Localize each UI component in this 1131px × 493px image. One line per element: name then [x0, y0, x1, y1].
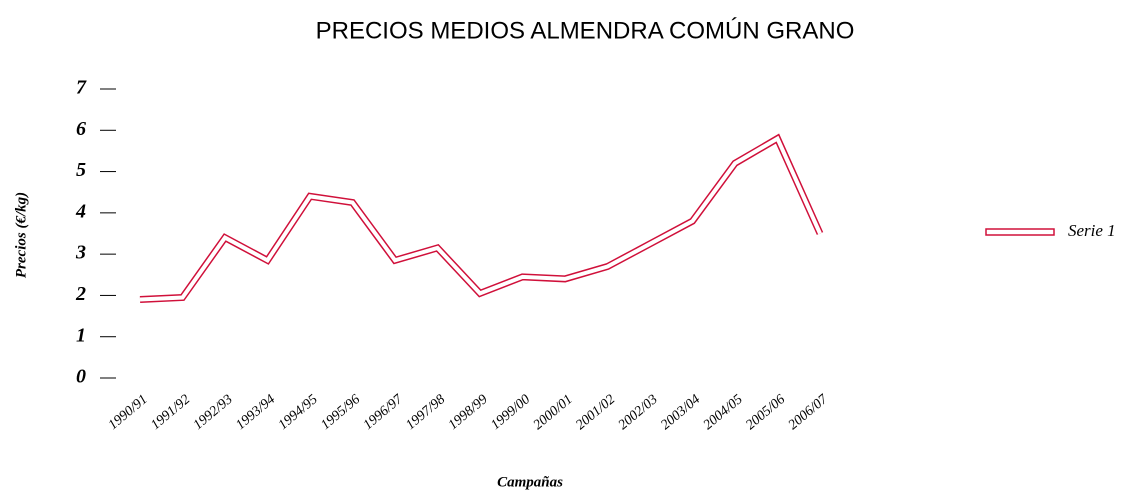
x-tick-label: 2004/05 — [701, 392, 746, 433]
y-tick-label: 3 — [75, 242, 86, 264]
y-tick-label: 1 — [76, 324, 86, 346]
x-tick-label: 2002/03 — [616, 392, 661, 433]
legend-label: Serie 1 — [1068, 221, 1116, 240]
x-tick-label: 1998/99 — [446, 392, 491, 433]
y-tick-label: 4 — [75, 200, 86, 222]
y-tick-label: 5 — [76, 159, 86, 181]
y-tick-label: 6 — [76, 118, 86, 140]
x-tick-label: 2001/02 — [573, 392, 618, 433]
x-tick-label: 1996/97 — [361, 391, 407, 433]
x-tick-label: 1995/96 — [318, 392, 363, 433]
y-tick-label: 0 — [76, 366, 86, 388]
series-line-inner — [139, 135, 822, 302]
chart-title: PRECIOS MEDIOS ALMENDRA COMÚN GRANO — [316, 17, 855, 44]
x-axis-label: Campañas — [497, 474, 563, 490]
x-tick-label: 2006/07 — [786, 391, 832, 433]
y-tick-label: 2 — [75, 283, 86, 305]
x-tick-label: 2000/01 — [531, 392, 576, 433]
y-axis-label: Precios (€/kg) — [13, 192, 29, 278]
x-tick-label: 1997/98 — [403, 392, 448, 433]
x-tick-label: 1990/91 — [106, 392, 151, 433]
legend-swatch — [985, 228, 1055, 236]
x-tick-label: 2005/06 — [743, 392, 788, 433]
x-tick-label: 1993/94 — [233, 392, 278, 433]
x-tick-label: 2003/04 — [658, 392, 703, 433]
x-tick-label: 1999/00 — [488, 392, 533, 433]
series-line — [139, 133, 824, 304]
x-tick-label: 1992/93 — [191, 392, 236, 433]
x-tick-label: 1994/95 — [276, 392, 321, 433]
y-tick-label: 7 — [76, 77, 87, 99]
x-tick-label: 1991/92 — [148, 392, 193, 433]
